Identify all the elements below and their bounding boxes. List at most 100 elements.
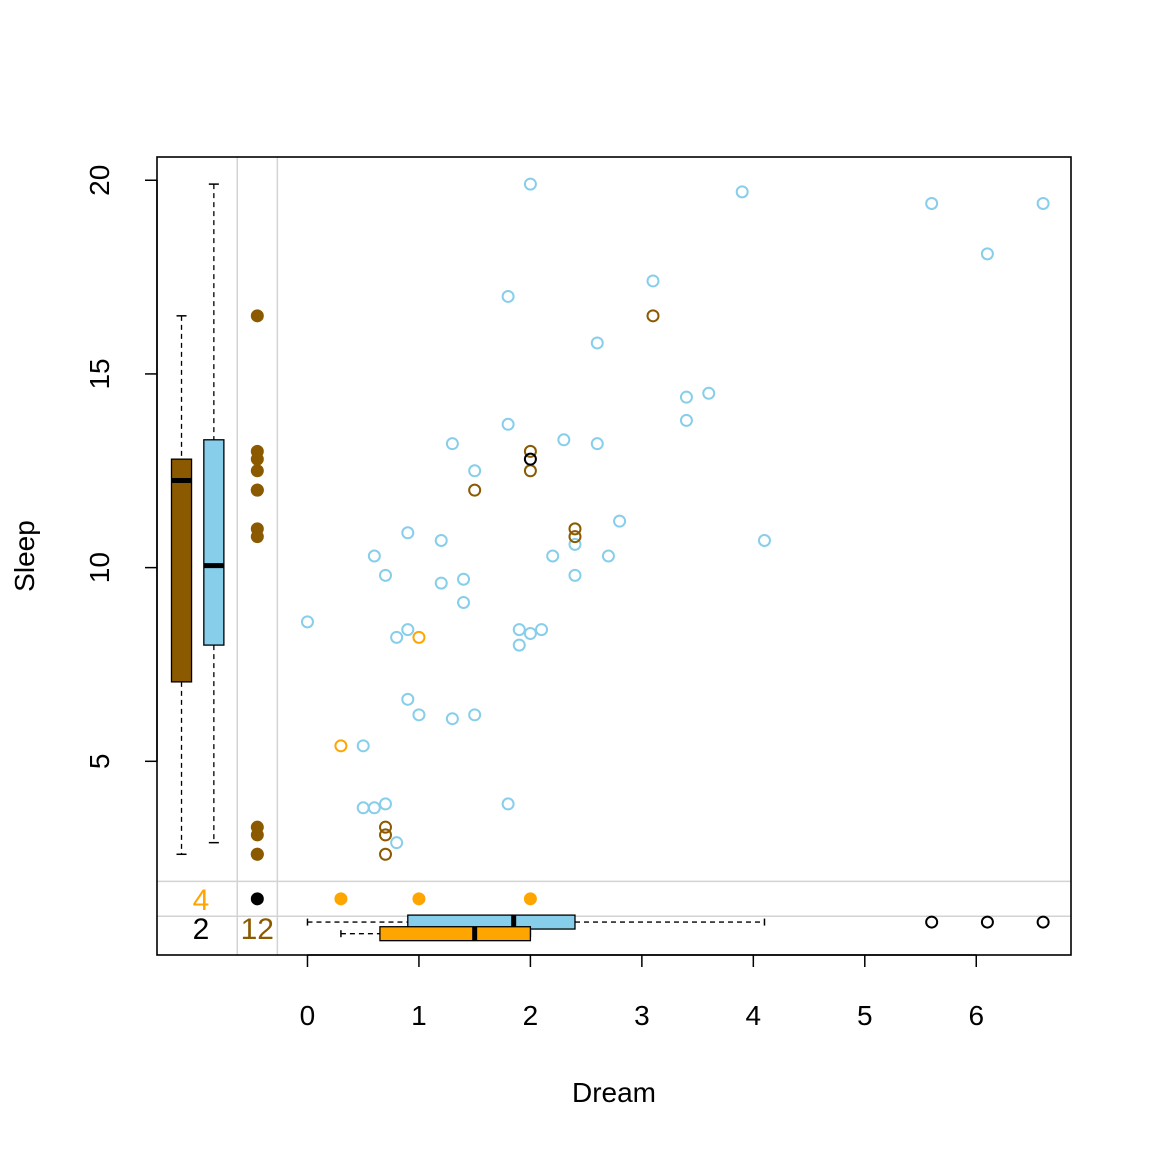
scatter-point-complete (735, 185, 749, 199)
box-body (379, 926, 532, 942)
count-sleep-missing: 4 (193, 884, 210, 917)
missing-counts: 42 12 (193, 884, 274, 946)
scatter-point-complete (379, 797, 392, 811)
scatter-point-complete (590, 336, 604, 350)
x-tick-label: 1 (411, 1000, 427, 1031)
scatter-point-complete (468, 708, 482, 722)
scatter-point-complete (980, 247, 994, 261)
scatter-point-complete (412, 708, 426, 722)
scatter-point-complete (300, 615, 314, 629)
margin-point-sleep-missing (334, 892, 348, 906)
scatter-point-complete (367, 801, 381, 815)
scatter-point-complete (501, 797, 515, 811)
scatter-point-complete (401, 526, 415, 540)
y-tick-label: 15 (84, 358, 115, 389)
scatter-point-complete (468, 464, 482, 478)
scatter-point-complete (702, 386, 716, 400)
scatter-point-complete (457, 572, 471, 586)
scatter-point-complete (568, 568, 582, 582)
scatter-point-complete (523, 177, 537, 191)
scatter-point-complete (679, 390, 693, 404)
margin-point-dream-missing (250, 309, 264, 323)
scatter-point-complete (757, 534, 771, 548)
scatter-point-complete (501, 417, 515, 431)
boxplot-sleep-dream-missing (170, 315, 193, 856)
scatter-point-complete (379, 568, 392, 582)
scatter-point-complete (445, 712, 459, 726)
scatter-point-dream-missing-reference (568, 530, 582, 544)
margin-point-dream-missing (250, 483, 264, 497)
y-axis: 5 10 15 20 (84, 165, 158, 770)
scatter-point-complete (535, 623, 549, 637)
scatter-point-complete (646, 274, 660, 288)
box-body (170, 458, 193, 683)
scatter-point-complete (1036, 196, 1050, 210)
scatter-point-complete (568, 537, 582, 551)
scatter-point-complete (590, 437, 604, 451)
scatter-point-dream-missing-reference (568, 522, 582, 536)
scatter-point-complete (501, 289, 515, 303)
scatter-point-complete (457, 595, 471, 609)
scatter-point-complete (546, 549, 560, 563)
margin-point-sleep-missing (523, 892, 537, 906)
boxplot-sleep-dream-observed (203, 183, 225, 844)
y-tick-label: 10 (84, 552, 115, 583)
scatter-point-dream-missing-reference (379, 847, 392, 861)
x-axis: 0 1 2 3 4 5 6 (300, 954, 984, 1031)
scatter-point-complete (401, 692, 415, 706)
x-tick-label: 3 (634, 1000, 650, 1031)
scatter-point-complete (512, 623, 526, 637)
scatter-point-complete (390, 630, 404, 644)
scatter-point-dream-missing-reference (468, 483, 482, 497)
scatter-point-complete (390, 836, 404, 850)
box-body (203, 439, 225, 646)
margin-point-dream-missing (250, 452, 264, 466)
count-dream-missing: 12 (241, 913, 274, 946)
scatter-point-dream-missing-reference (523, 464, 537, 478)
scatter-point-complete (679, 413, 693, 427)
x-axis-label: Dream (572, 1077, 656, 1108)
box-outlier (925, 915, 939, 929)
y-axis-label: Sleep (9, 520, 40, 592)
margin-guide-lines (157, 157, 1071, 955)
scatter-point-sleep-missing-reference (412, 630, 426, 644)
scatter-point-dream-missing-reference (646, 309, 660, 323)
y-tick-label: 5 (84, 754, 115, 770)
x-tick-label: 5 (857, 1000, 873, 1031)
scatter-point-complete (445, 437, 459, 451)
x-tick-label: 6 (968, 1000, 984, 1031)
margin-boxplots (170, 183, 1050, 942)
scatter-point-complete (512, 638, 526, 652)
scatter-point-complete (356, 801, 370, 815)
margin-point-dream-missing (250, 847, 264, 861)
scatter-point-dream-missing-reference (379, 820, 392, 834)
margin-point-dream-missing (250, 530, 264, 544)
scatter-point-complete (601, 549, 615, 563)
box-outlier (980, 915, 994, 929)
x-tick-label: 2 (523, 1000, 539, 1031)
scatter-point-both-missing-reference (523, 452, 537, 466)
scatter-point-complete (925, 196, 939, 210)
scatter-point-dream-missing-reference (379, 828, 392, 842)
count-both-missing: 2 (193, 913, 210, 946)
scatter-point-complete (434, 576, 448, 590)
x-tick-label: 4 (746, 1000, 762, 1031)
margin-point-sleep-missing (412, 892, 426, 906)
scatter-point-complete (367, 549, 381, 563)
margin-point-dream-missing (250, 464, 264, 478)
scatter-point-complete (557, 433, 571, 447)
boxplot-dream-sleep-missing (340, 926, 532, 942)
box-outlier (1036, 915, 1050, 929)
margin-point-dream-missing (250, 828, 264, 842)
scatter-point-complete (523, 626, 537, 640)
scatter-point-complete (613, 514, 627, 528)
scatter-point-dream-missing-reference (523, 444, 537, 458)
scatter-points (250, 177, 1050, 906)
scatter-point-complete (434, 534, 448, 548)
y-tick-label: 20 (84, 165, 115, 196)
x-tick-label: 0 (300, 1000, 316, 1031)
scatter-point-sleep-missing-reference (334, 739, 348, 753)
scatter-point-complete (356, 739, 370, 753)
margin-point-both-missing (250, 892, 264, 906)
